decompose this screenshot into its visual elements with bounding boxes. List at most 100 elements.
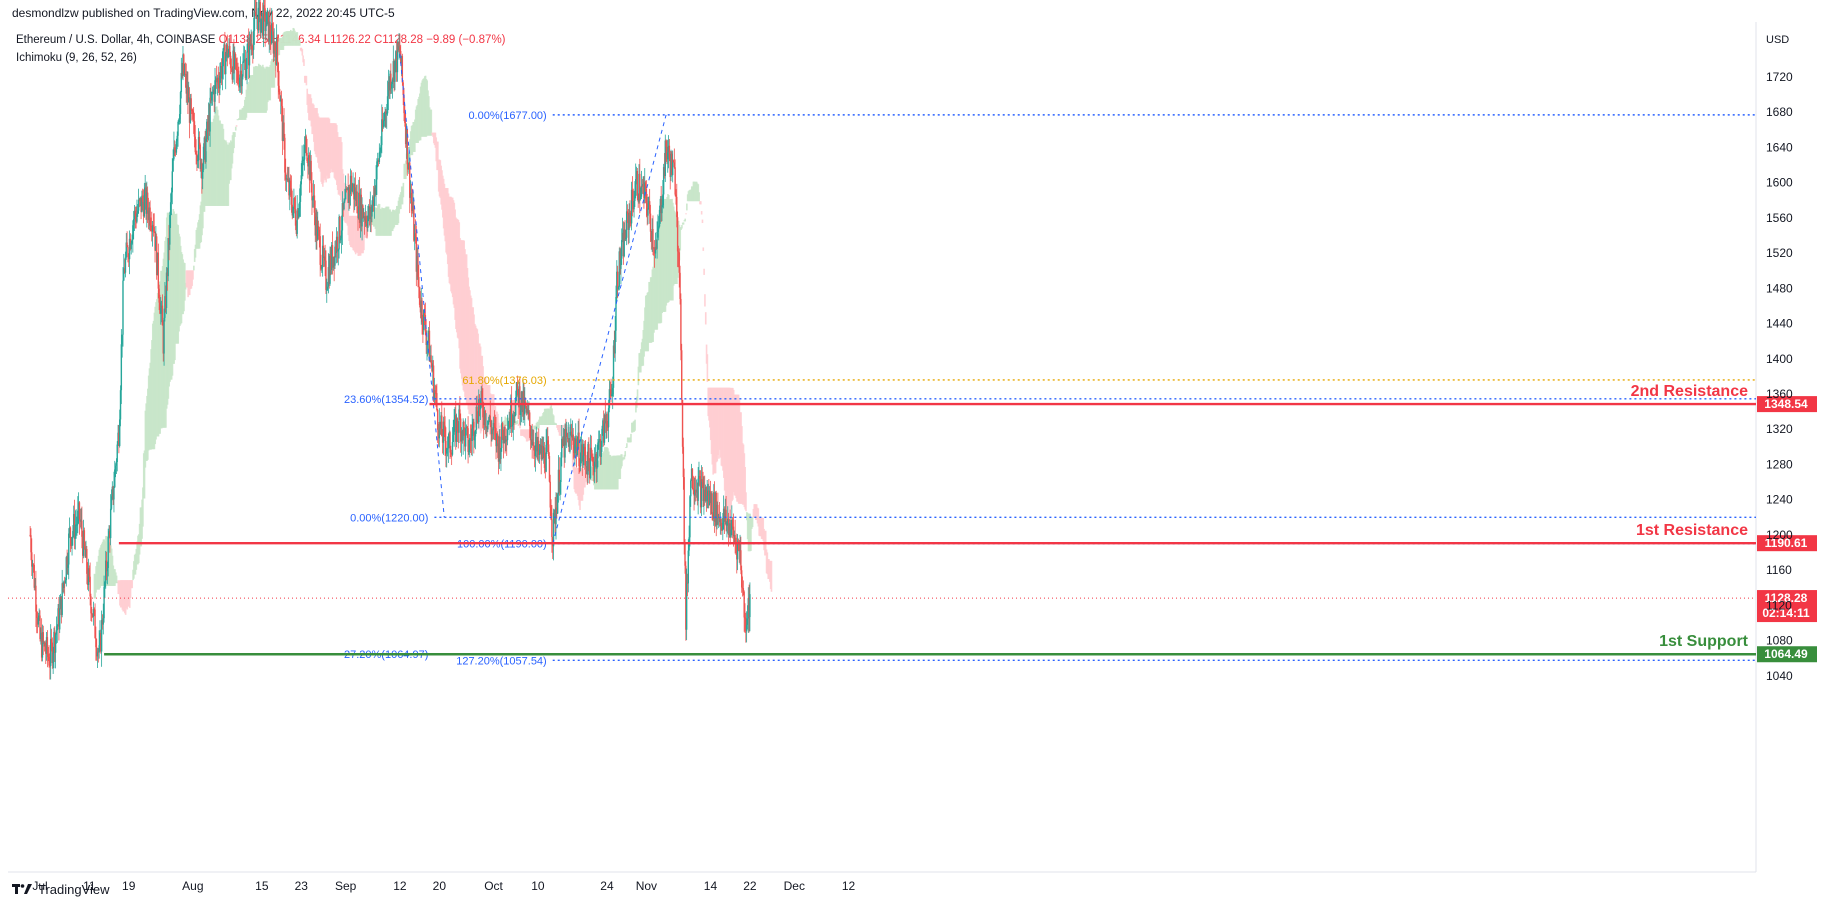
cloud-segment (374, 207, 377, 229)
cloud-segment (557, 425, 560, 433)
cloud-segment (252, 74, 254, 113)
y-tick-label: 1640 (1766, 140, 1793, 154)
candle-body (303, 159, 305, 161)
candle-body (667, 152, 669, 160)
candle (37, 612, 40, 628)
candle (353, 177, 356, 211)
candle (411, 188, 413, 214)
candle (741, 576, 744, 597)
candle-body (256, 16, 258, 19)
candle-body (273, 42, 275, 54)
cloud-segment (545, 408, 548, 426)
candle (45, 640, 47, 665)
candle (75, 509, 77, 539)
candle-body (550, 507, 552, 520)
candle (374, 185, 376, 197)
candle-body (49, 638, 52, 666)
candle-body (528, 412, 530, 414)
candle (506, 428, 508, 456)
footer-brand[interactable]: TradingView (12, 882, 110, 897)
cloud-segment (412, 121, 415, 152)
candle-body (649, 213, 652, 232)
candle-body (274, 42, 276, 51)
cloud-segment (158, 281, 161, 434)
cloud-segment (360, 215, 363, 254)
candle-body (92, 609, 95, 617)
candle (255, 0, 257, 19)
candle-body (742, 588, 745, 592)
candle-body (176, 135, 178, 142)
candle-body (537, 440, 539, 452)
cloud-segment (190, 270, 193, 289)
candle (152, 213, 155, 237)
candle-body (729, 523, 731, 537)
candle (523, 382, 525, 420)
cloud-segment (405, 160, 407, 180)
candle-body (455, 418, 458, 442)
cloud-segment (753, 504, 756, 518)
candle-body (585, 466, 588, 468)
candle-body (359, 194, 362, 223)
candle (454, 407, 456, 432)
cloud-segment (514, 421, 516, 425)
candle-body (602, 420, 604, 429)
candle (211, 91, 213, 106)
candle (728, 519, 731, 538)
candle (654, 232, 657, 259)
candle (156, 252, 159, 276)
cloud-segment (582, 468, 585, 495)
candle-body (386, 96, 389, 114)
candle (273, 28, 275, 61)
cloud-segment (255, 65, 258, 113)
cloud-segment (331, 123, 334, 173)
candle-body (275, 36, 278, 65)
candle-body (71, 537, 73, 546)
cloud-segment (519, 423, 521, 429)
y-tick-label: 1080 (1766, 634, 1793, 648)
candle-body (419, 304, 422, 313)
cloud-segment (517, 423, 520, 426)
cloud-segment (440, 165, 442, 205)
cloud-segment (144, 410, 147, 468)
candle (261, 2, 264, 39)
candle (731, 505, 733, 536)
candle (317, 211, 319, 241)
cloud-segment (472, 307, 475, 422)
candle-body (306, 152, 308, 161)
candle-body (93, 609, 95, 611)
candle (491, 420, 493, 442)
candle (446, 436, 449, 457)
candle (265, 10, 267, 41)
cloud-segment (278, 37, 281, 56)
cloud-segment (561, 425, 564, 437)
indicator-legend[interactable]: Ichimoku (9, 26, 52, 26) (16, 52, 137, 64)
candle-body (358, 192, 360, 219)
cloud-segment (118, 580, 120, 595)
candle (582, 439, 584, 469)
candle (383, 111, 385, 127)
cloud-segment (769, 560, 771, 582)
candle (229, 51, 232, 75)
x-tick-label: 12 (842, 879, 856, 893)
cloud-segment (134, 553, 137, 575)
candle-body (215, 78, 218, 83)
cloud-segment (425, 79, 428, 137)
cloud-segment (470, 298, 473, 416)
cloud-segment (632, 421, 635, 432)
candle (565, 418, 567, 446)
candle-body (671, 153, 673, 176)
candle-body (194, 136, 196, 153)
candle (278, 70, 280, 95)
cloud-segment (119, 580, 121, 606)
candle-body (261, 13, 263, 19)
candle-body (120, 344, 123, 391)
candle (486, 426, 488, 437)
candle-body (685, 582, 688, 630)
candle-body (245, 68, 247, 79)
cloud-segment (293, 28, 295, 46)
cloud-segment (267, 66, 269, 103)
candle-body (148, 207, 150, 221)
candle (589, 434, 592, 480)
candle-body (236, 68, 238, 71)
